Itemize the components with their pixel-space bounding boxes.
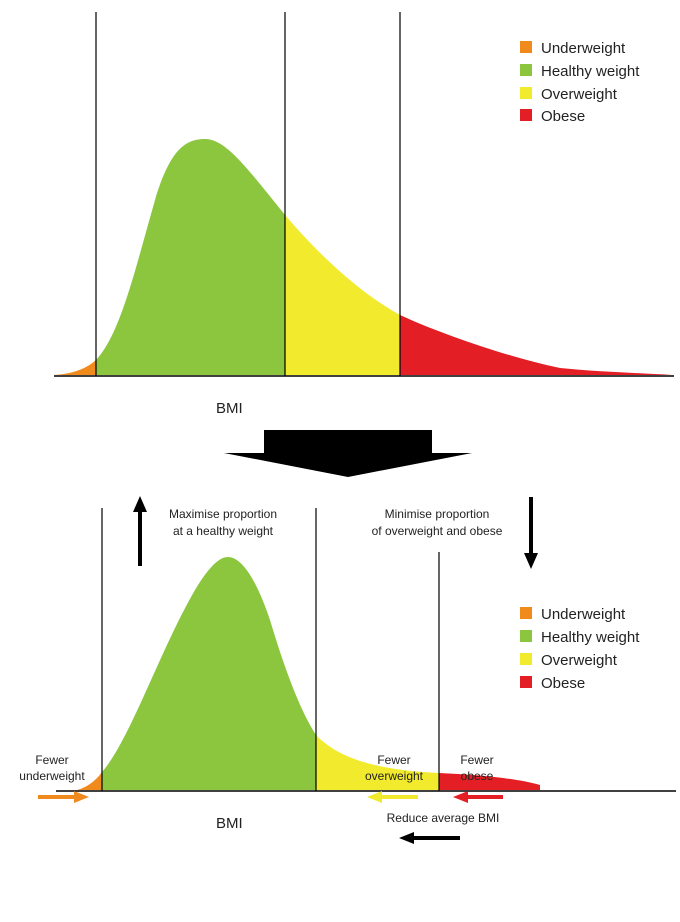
top-legend-item: Obese [520, 108, 585, 125]
bottom-axis-label: BMI [216, 815, 243, 832]
fewer-overweight-line-2: overweight [365, 769, 424, 783]
fewer-obese-line-2: obese [461, 769, 494, 783]
legend-swatch [520, 64, 532, 76]
legend-swatch [520, 109, 532, 121]
bottom-legend-item: Underweight [520, 606, 626, 623]
bottom-legend-item: Overweight [520, 652, 618, 669]
legend-label: Obese [541, 675, 585, 692]
fewer-underweight-annotation: Fewer underweight [19, 753, 89, 803]
fewer-overweight-line-1: Fewer [377, 753, 410, 767]
down-arrow-icon [524, 553, 538, 569]
legend-swatch [520, 607, 532, 619]
fewer-obese-annotation: Fewer obese [453, 753, 503, 803]
legend-label: Healthy weight [541, 63, 640, 80]
fewer-overweight-annotation: Fewer overweight [365, 753, 424, 803]
legend-swatch [520, 630, 532, 642]
top-legend-item: Healthy weight [520, 63, 640, 80]
reduce-average-annotation: Reduce average BMI [387, 811, 500, 844]
bottom-legend: Underweight Healthy weight Overweight Ob… [520, 606, 640, 692]
maximise-line-1: Maximise proportion [169, 507, 277, 521]
legend-swatch [520, 653, 532, 665]
maximise-line-2: at a healthy weight [173, 524, 274, 538]
top-region-underweight [54, 139, 96, 375]
fewer-underweight-line-2: underweight [19, 769, 85, 783]
minimise-annotation: Minimise proportion of overweight and ob… [372, 497, 538, 569]
bottom-legend-item: Healthy weight [520, 629, 640, 646]
legend-label: Underweight [541, 40, 626, 57]
bottom-region-obese [439, 557, 540, 790]
legend-label: Overweight [541, 86, 618, 103]
bottom-region-healthy [102, 557, 316, 790]
legend-label: Obese [541, 108, 585, 125]
bottom-legend-item: Obese [520, 675, 585, 692]
top-region-obese [400, 139, 672, 375]
top-legend-item: Underweight [520, 40, 626, 57]
legend-label: Healthy weight [541, 629, 640, 646]
legend-label: Overweight [541, 652, 618, 669]
minimise-line-2: of overweight and obese [372, 524, 503, 538]
fewer-obese-line-1: Fewer [460, 753, 493, 767]
right-arrow-icon [74, 791, 89, 803]
maximise-annotation: Maximise proportion at a healthy weight [133, 496, 277, 566]
top-region-healthy [96, 139, 285, 375]
top-legend: Underweight Healthy weight Overweight Ob… [520, 40, 640, 125]
top-axis-label: BMI [216, 400, 243, 417]
up-arrow-icon [133, 496, 147, 512]
left-arrow-icon [367, 791, 382, 803]
reduce-average-label: Reduce average BMI [387, 811, 500, 825]
legend-label: Underweight [541, 606, 626, 623]
left-arrow-icon [453, 791, 468, 803]
left-arrow-icon [399, 832, 414, 844]
legend-swatch [520, 676, 532, 688]
top-distribution [54, 139, 672, 375]
minimise-line-1: Minimise proportion [385, 507, 490, 521]
legend-swatch [520, 87, 532, 99]
legend-swatch [520, 41, 532, 53]
top-region-overweight [285, 139, 400, 375]
fewer-underweight-line-1: Fewer [35, 753, 68, 767]
top-legend-item: Overweight [520, 86, 618, 103]
transition-down-arrow [224, 430, 472, 477]
